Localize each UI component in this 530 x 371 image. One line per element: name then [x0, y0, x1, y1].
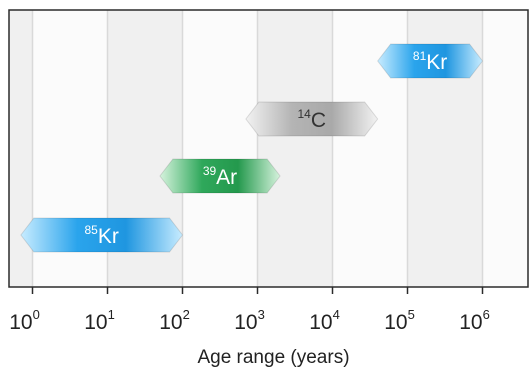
x-tick-label: 104: [309, 307, 340, 334]
range-bar-shape: [245, 101, 379, 137]
x-tick-label: 102: [159, 307, 190, 334]
range-bar-shape: [377, 43, 484, 79]
x-tick-label: 105: [384, 307, 415, 334]
isotope-label: 39Ar: [203, 164, 237, 189]
isotope-bar-14c: 14C: [245, 101, 379, 137]
isotope-label: 81Kr: [413, 49, 447, 74]
background-band: [9, 10, 33, 287]
background-band: [482, 10, 528, 287]
background-bands: [9, 10, 528, 287]
x-tick-label: 103: [234, 307, 265, 334]
x-axis-tick-labels: 100 101 102 103 104 105 106: [9, 307, 490, 334]
isotope-label: 85Kr: [85, 223, 119, 248]
isotope-bar-81kr: 81Kr: [377, 43, 484, 79]
x-tick-label: 101: [84, 307, 115, 334]
x-axis-title: Age range (years): [197, 347, 349, 368]
isotope-label: 14C: [298, 107, 327, 132]
range-bar-shape: [20, 217, 184, 253]
background-band: [182, 10, 258, 287]
plot-frame: [8, 9, 529, 288]
x-axis-ticks: [31, 287, 484, 294]
background-band: [257, 10, 333, 287]
range-bar-shape: [159, 158, 281, 194]
isotope-range-bars: 85Kr 39Ar 14C 81Kr: [20, 43, 484, 253]
isotope-bar-85kr: 85Kr: [20, 217, 184, 253]
x-tick-label: 100: [9, 307, 40, 334]
isotope-bar-39ar: 39Ar: [159, 158, 281, 194]
x-tick-label: 106: [459, 307, 490, 334]
